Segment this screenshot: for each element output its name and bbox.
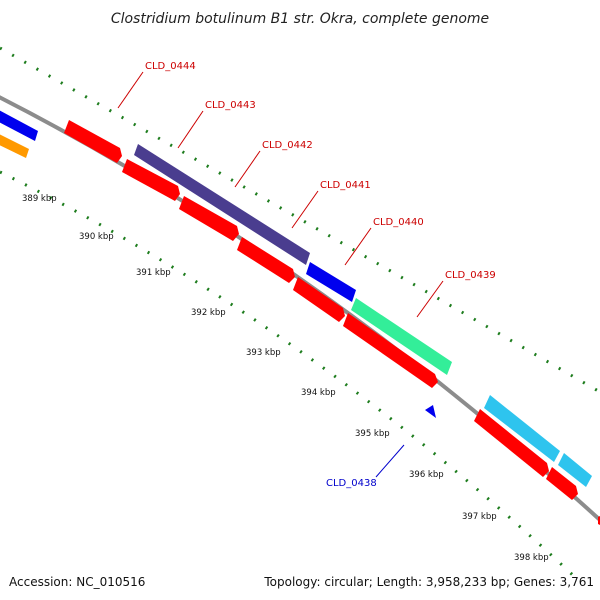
gene-label-cld-0444: CLD_0444 xyxy=(145,61,196,72)
accession-text: Accession: NC_010516 xyxy=(9,575,145,589)
leader-cld-0440 xyxy=(344,227,372,266)
gene-red-5 xyxy=(293,277,345,322)
genome-stats-text: Topology: circular; Length: 3,958,233 bp… xyxy=(263,575,594,589)
tick-label: 390 kbp xyxy=(79,232,114,242)
tick-label: 396 kbp xyxy=(409,470,444,480)
gene-navy-0443 xyxy=(134,144,310,265)
gene-red-2 xyxy=(122,159,180,201)
gene-blue-0441 xyxy=(306,262,356,302)
gene-red-8 xyxy=(546,467,578,500)
gene-cyan-right-b xyxy=(558,453,592,487)
gene-cyan-right-a xyxy=(484,395,560,462)
tick-label: 391 kbp xyxy=(136,268,171,278)
gene-label-cld-0438: CLD_0438 xyxy=(326,478,377,489)
tick-label: 395 kbp xyxy=(355,429,390,439)
leader-cld-0441 xyxy=(291,190,319,229)
gene-blue-0438 xyxy=(425,405,436,418)
gene-blue-left xyxy=(0,110,38,141)
gene-label-cld-0439: CLD_0439 xyxy=(445,270,496,281)
gene-orange-left xyxy=(0,134,29,158)
gene-red-3 xyxy=(179,196,239,241)
gene-label-cld-0442: CLD_0442 xyxy=(262,140,313,151)
tick-label: 392 kbp xyxy=(191,308,226,318)
tick-label: 393 kbp xyxy=(246,348,281,358)
outer-tick-ring xyxy=(0,46,600,394)
gene-label-cld-0443: CLD_0443 xyxy=(205,100,256,111)
map-title: Clostridium botulinum B1 str. Okra, comp… xyxy=(111,11,489,27)
genome-backbone xyxy=(0,95,600,522)
leader-cld-0442 xyxy=(234,150,261,188)
gene-red-7 xyxy=(474,409,549,477)
gene-red-4 xyxy=(237,237,295,283)
leader-cld-0438 xyxy=(375,444,405,478)
tick-label: 398 kbp xyxy=(514,553,549,563)
tick-label: 397 kbp xyxy=(462,512,497,522)
leader-cld-0439 xyxy=(416,280,444,318)
gene-label-cld-0440: CLD_0440 xyxy=(373,217,424,228)
gene-label-cld-0441: CLD_0441 xyxy=(320,180,371,191)
tick-label: 394 kbp xyxy=(301,388,336,398)
gene-mint-0440 xyxy=(351,298,452,375)
tick-label: 389 kbp xyxy=(22,194,57,204)
gene-red-1 xyxy=(64,120,122,163)
leader-cld-0443 xyxy=(177,110,204,149)
leader-cld-0444 xyxy=(117,71,144,109)
gene-red-6 xyxy=(343,313,438,388)
